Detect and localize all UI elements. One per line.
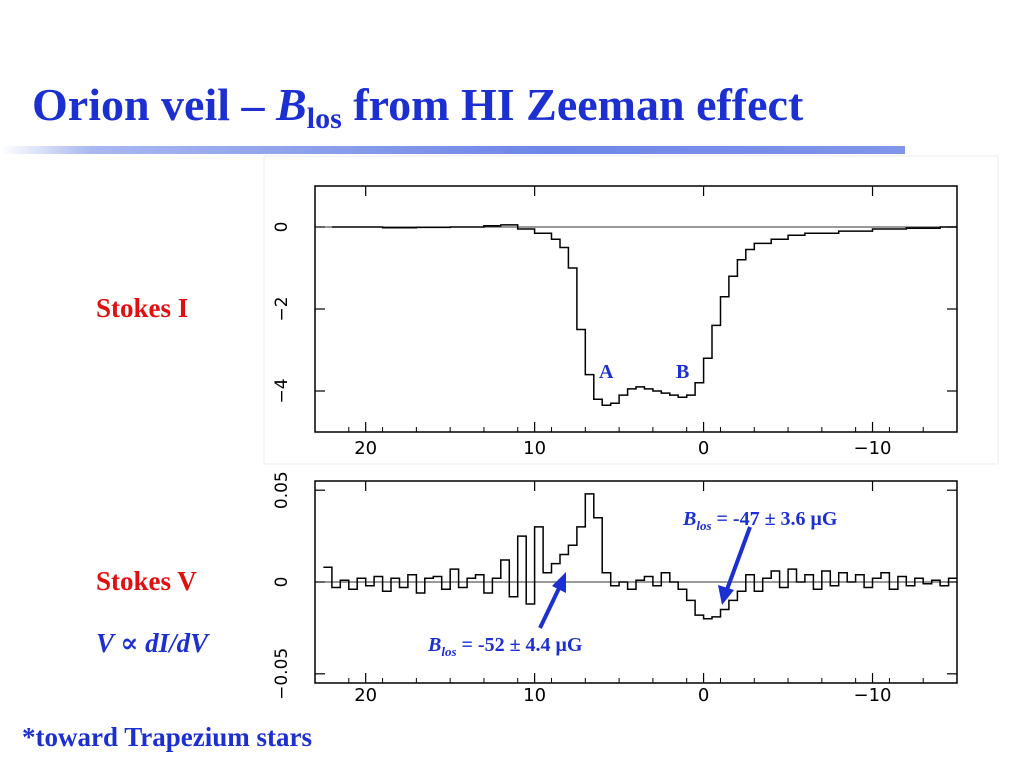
y-tick-label: 0 (272, 222, 292, 233)
blos-left-sub: los (441, 644, 457, 659)
v-relation: V ∝ dI/dV (96, 628, 209, 658)
stokes-i-plot: 20 10 0 −10 0 −2 −4 (272, 185, 958, 459)
x-tick-label: 20 (354, 685, 377, 706)
blos-right-sub: los (696, 518, 712, 533)
blos-right-symbol: B (683, 508, 697, 530)
x-tick-label: 20 (354, 438, 377, 459)
arrow-right-head (718, 585, 734, 605)
y-tick-label: −4 (272, 378, 292, 403)
y-tick-label: 0 (272, 577, 292, 588)
arrow-right-shaft (723, 526, 752, 596)
x-tick-label: −10 (854, 438, 892, 459)
arrow-left-head (552, 572, 566, 593)
x-tick-label: 10 (523, 438, 546, 459)
stokes-v-plot: 20 10 0 −10 0.05 0 −0.05 (272, 471, 958, 706)
title-suffix: from HI Zeeman effect (341, 79, 804, 130)
arrow-left-shaft (538, 581, 564, 629)
peak-b-label: B (676, 361, 690, 383)
x-tick-label: 0 (698, 438, 709, 459)
blos-left-value: = -52 ± 4.4 μG (456, 634, 583, 656)
spectrum-step-line (323, 493, 957, 620)
blos-right-annotation: Blos = -47 ± 3.6 μG (683, 508, 837, 534)
y-tick-label: −2 (272, 296, 292, 321)
title-subscript: los (306, 102, 342, 135)
blos-right-value: = -47 ± 3.6 μG (711, 508, 838, 530)
blos-left-annotation: Blos = -52 ± 4.4 μG (428, 634, 582, 660)
y-tick-label: −0.05 (272, 648, 292, 700)
y-tick-label: 0.05 (272, 471, 292, 509)
title-symbol: B (276, 79, 307, 130)
spectrum-step-line (331, 224, 957, 407)
blos-left-symbol: B (428, 634, 442, 656)
peak-a-label: A (599, 361, 614, 383)
stokes-i-panel-bg (263, 155, 999, 465)
stokes-v-label: Stokes V (96, 566, 197, 596)
title-prefix: Orion veil – (32, 79, 277, 130)
title-accent-bar (0, 146, 905, 154)
x-tick-label: −10 (854, 685, 892, 706)
x-tick-label: 10 (523, 685, 546, 706)
x-tick-label: 0 (698, 685, 709, 706)
slide-title: Orion veil – Blos from HI Zeeman effect (32, 78, 803, 136)
footnote: *toward Trapezium stars (22, 722, 312, 752)
stokes-i-label: Stokes I (96, 293, 189, 323)
